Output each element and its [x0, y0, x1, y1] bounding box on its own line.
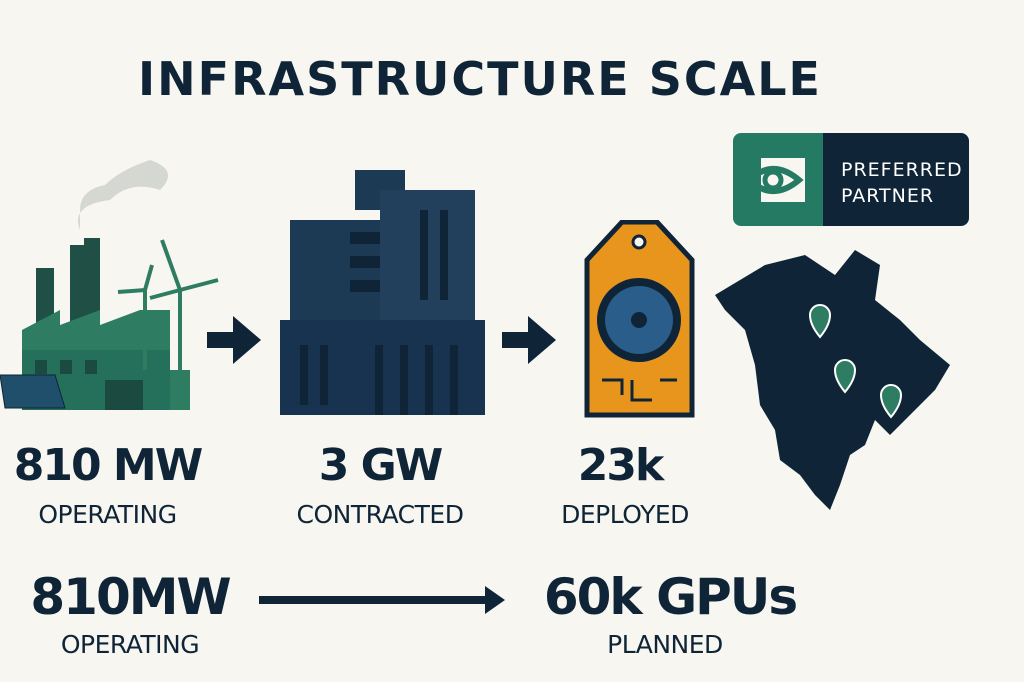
bottom-from-label: OPERATING	[60, 630, 200, 659]
north-america-map	[715, 250, 950, 510]
badge-line1: PREFERRED	[841, 159, 963, 181]
page-title: INFRASTRUCTURE SCALE	[138, 52, 822, 106]
stat-value-operating: 810 MW	[13, 440, 203, 491]
badge-line2: PARTNER	[841, 185, 935, 207]
arrow-right-icon	[502, 316, 556, 364]
arrow-right-icon	[207, 316, 261, 364]
stat-value-deployed: 23k	[577, 440, 665, 491]
bottom-to-label: PLANNED	[607, 630, 723, 659]
stat-label-operating: OPERATING	[38, 500, 177, 529]
bottom-to-value: 60k GPUs	[543, 568, 798, 626]
datacenter-building-icon	[280, 170, 485, 415]
stat-label-contracted: CONTRACTED	[296, 500, 464, 529]
preferred-partner-badge: PREFERRED PARTNER	[733, 133, 969, 226]
factory-icon	[0, 160, 219, 410]
location-pin-icon	[808, 304, 903, 419]
stat-value-contracted: 3 GW	[318, 440, 444, 491]
stat-label-deployed: DEPLOYED	[561, 500, 689, 529]
gpu-card-icon	[584, 220, 695, 418]
long-arrow-right-icon	[259, 586, 505, 614]
bottom-from-value: 810MW	[30, 568, 231, 626]
nvidia-eye-logo-icon	[733, 133, 823, 226]
